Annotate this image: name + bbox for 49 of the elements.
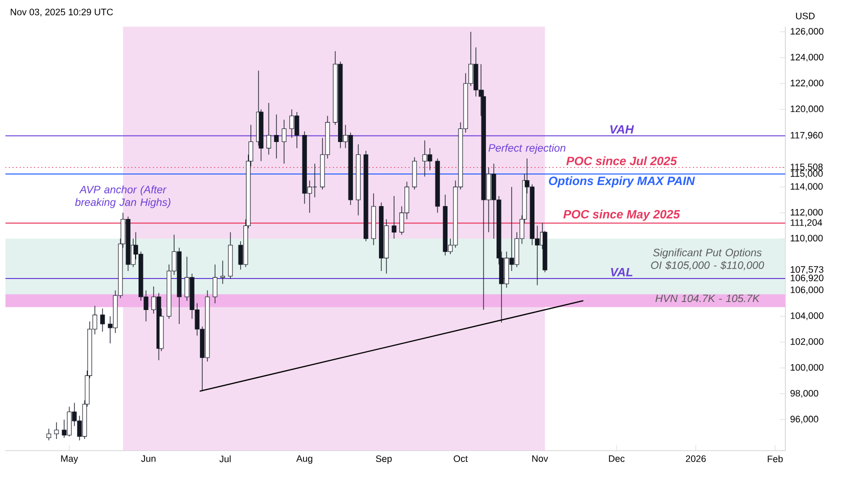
y-tick-label: 117,960	[790, 132, 823, 140]
candlestick	[54, 422, 59, 440]
x-tick-label: Dec	[609, 455, 625, 462]
x-tick-label: Jul	[219, 455, 231, 462]
x-tick-label: Oct	[454, 455, 468, 462]
y-tick-label: 112,000	[790, 208, 823, 217]
y-tick-label: 110,000	[790, 234, 823, 242]
y-tick-label: 111,204	[790, 219, 822, 227]
x-tick-label: Nov	[532, 455, 548, 462]
candlestick	[100, 308, 105, 332]
y-tick-label: 126,000	[790, 28, 824, 36]
y-tick-label: 124,000	[790, 54, 824, 62]
candlestick	[274, 114, 279, 159]
ref-line-label: VAH	[610, 125, 634, 134]
x-tick-label: 2026	[686, 455, 706, 462]
y-tick-label: 120,000	[790, 105, 824, 114]
candlestick	[266, 102, 272, 155]
y-tick-label: 96,000	[790, 416, 818, 424]
y-tick-label: 104,000	[790, 312, 824, 320]
y-tick-label: 122,000	[790, 80, 824, 88]
y-tick-label: 115,508	[790, 163, 823, 172]
candlestick	[392, 196, 396, 239]
x-tick-label: Jun	[141, 455, 156, 462]
ref-line-label: Options Expiry MAX PAIN	[548, 176, 695, 188]
x-tick-label: May	[61, 455, 78, 464]
x-tick-label: Sep	[376, 455, 392, 464]
annotation: Perfect rejection	[488, 144, 566, 154]
y-tick-label: 114,000	[790, 182, 823, 191]
ref-line-label: VAL	[610, 268, 632, 276]
y-tick-label: 98,000	[790, 390, 818, 398]
y-tick-label: 102,000	[790, 338, 824, 346]
y-tick-label: 100,000	[790, 364, 824, 372]
y-tick-label: 106,920	[790, 274, 824, 282]
candlestick	[212, 264, 218, 304]
y-tick-label: 107,573	[790, 266, 824, 274]
y-axis-title: USD	[796, 12, 815, 20]
band-label: Significant Put Options OI $105,000 - $110,000	[651, 248, 764, 270]
ref-line-label: POC since May 2025	[563, 209, 680, 221]
y-tick-label: 106,000	[790, 286, 824, 294]
x-tick-label: Aug	[296, 455, 312, 464]
candlestick	[220, 260, 226, 284]
band-label: HVN 104.7K - 105.7K	[655, 294, 760, 302]
ref-line-label: POC since Jul 2025	[566, 156, 678, 166]
annotation: AVP anchor (After breaking Jan Highs)	[75, 185, 170, 208]
y-tick-label: 115,000	[790, 170, 823, 178]
candlestick	[46, 428, 52, 440]
x-tick-label: Feb	[768, 455, 783, 462]
candlestick	[282, 119, 286, 164]
text: Nov 03, 2025 10:29 UTC	[10, 8, 113, 16]
